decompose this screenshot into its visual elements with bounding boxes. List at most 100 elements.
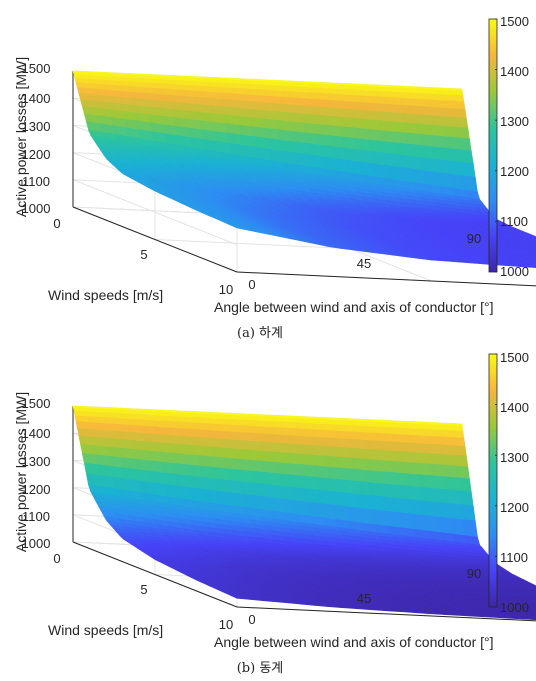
z-tick-1500: 1500 bbox=[22, 396, 51, 411]
surface-patch bbox=[395, 497, 411, 515]
surface-patch bbox=[388, 111, 404, 123]
surface-patch bbox=[153, 426, 169, 436]
caption-a: (a) 하계 bbox=[237, 326, 283, 341]
surface-patch bbox=[345, 425, 361, 433]
colorbar bbox=[488, 18, 498, 273]
surface-patch bbox=[412, 105, 428, 116]
surface-patch bbox=[166, 427, 182, 437]
surface-patch bbox=[373, 103, 389, 113]
surface-patch bbox=[425, 443, 441, 455]
surface-patch bbox=[295, 428, 310, 438]
surface-patch bbox=[414, 113, 430, 126]
surface-patch bbox=[297, 444, 313, 456]
surface-patch bbox=[440, 115, 456, 128]
x-axis-line bbox=[72, 206, 238, 273]
surface-patch bbox=[311, 454, 328, 468]
surface-patch bbox=[363, 458, 380, 472]
surface-patch bbox=[367, 482, 383, 498]
colorbar-tick-1500: 1500 bbox=[500, 350, 529, 365]
surface-patch bbox=[454, 126, 470, 140]
surface-patch bbox=[360, 102, 376, 112]
surface-patch bbox=[451, 445, 467, 457]
panel-a-colorbar: 1000 1100 1200 1300 1400 1500 bbox=[488, 14, 529, 279]
surface-patch bbox=[363, 118, 380, 131]
surface-patch bbox=[388, 450, 404, 463]
surface-patch bbox=[384, 427, 400, 435]
surface-plot-winter: 1000 1100 1200 1300 1400 1500 0 5 10 0 4… bbox=[13, 350, 536, 676]
surface-patch bbox=[401, 112, 417, 125]
surface-patch bbox=[276, 473, 293, 488]
surface-patch bbox=[284, 104, 300, 114]
surface-plot-summer: 1000 1100 1200 1300 1400 1500 0 5 10 0 4… bbox=[13, 14, 536, 341]
surface-patch bbox=[453, 454, 469, 468]
surface-patch bbox=[445, 489, 461, 506]
surface-patch bbox=[323, 107, 339, 118]
surface-patch bbox=[245, 440, 261, 452]
surface-patch bbox=[456, 477, 472, 493]
surface-patch bbox=[391, 131, 407, 145]
surface-patch bbox=[322, 437, 338, 448]
surface-patch bbox=[324, 455, 341, 469]
surface-patch bbox=[205, 429, 221, 440]
surface-patch bbox=[411, 98, 427, 108]
surface-patch bbox=[380, 140, 396, 155]
z-tick-1000: 1000 bbox=[22, 536, 51, 551]
surface-patch bbox=[423, 429, 439, 438]
surface-patch bbox=[434, 158, 450, 175]
surface-patch bbox=[445, 147, 461, 163]
surface-patch bbox=[424, 435, 440, 446]
surface-patch bbox=[229, 419, 244, 427]
surface-patch bbox=[198, 465, 215, 480]
z-tick-1400: 1400 bbox=[22, 426, 51, 441]
surface-patch bbox=[406, 485, 422, 502]
surface-patch bbox=[154, 433, 171, 445]
surface-patch bbox=[172, 462, 189, 477]
z-tick-1200: 1200 bbox=[22, 147, 51, 162]
x-tick-5: 5 bbox=[140, 247, 147, 262]
surface-patch bbox=[333, 430, 349, 440]
surface-patch bbox=[350, 117, 367, 130]
surface-patch bbox=[352, 468, 368, 483]
y-axis-line bbox=[236, 606, 536, 622]
surface-patch bbox=[378, 471, 394, 486]
surface-patch bbox=[372, 96, 388, 105]
surface-patch bbox=[320, 423, 335, 432]
colorbar-tick-1400: 1400 bbox=[500, 400, 529, 415]
surface-patch bbox=[362, 110, 378, 121]
y-tick-0: 0 bbox=[248, 612, 255, 627]
colorbar-tick-1100: 1100 bbox=[500, 550, 528, 565]
surface-patch bbox=[167, 434, 183, 446]
surface-patch bbox=[141, 432, 158, 443]
surface-patch bbox=[337, 456, 354, 470]
surface-patch bbox=[256, 426, 271, 435]
surface-patch bbox=[296, 97, 312, 107]
surface-patch bbox=[356, 493, 372, 510]
surface-patch bbox=[219, 438, 235, 450]
z-tick-1400: 1400 bbox=[22, 91, 51, 106]
surface-patch bbox=[430, 134, 446, 149]
surface-patch bbox=[359, 95, 375, 104]
surface-patch bbox=[434, 501, 450, 519]
z-tick-1300: 1300 bbox=[22, 454, 51, 469]
surface-patch bbox=[410, 428, 426, 437]
surface-patch bbox=[367, 139, 383, 154]
surface-patch bbox=[397, 91, 413, 100]
x-tick-0: 0 bbox=[53, 216, 60, 231]
surface-patch bbox=[402, 122, 419, 135]
surface-patch bbox=[296, 435, 312, 446]
x-tick-10: 10 bbox=[219, 617, 233, 632]
colorbar bbox=[488, 353, 498, 608]
surface-patch bbox=[261, 460, 278, 474]
colorbar-tick-1000: 1000 bbox=[500, 264, 529, 279]
surface-patch bbox=[104, 437, 120, 449]
caption-b: (b) 동계 bbox=[237, 661, 284, 676]
surface-patch bbox=[402, 461, 419, 475]
surface-patch bbox=[417, 133, 433, 148]
surface-patch bbox=[231, 225, 251, 231]
z-tick-1100: 1100 bbox=[22, 509, 50, 524]
colorbar-tick-1300: 1300 bbox=[500, 114, 529, 129]
surface-patch bbox=[339, 126, 355, 139]
surface-patch bbox=[335, 100, 351, 110]
surface-patch bbox=[414, 452, 430, 465]
surface-patch bbox=[222, 457, 239, 471]
